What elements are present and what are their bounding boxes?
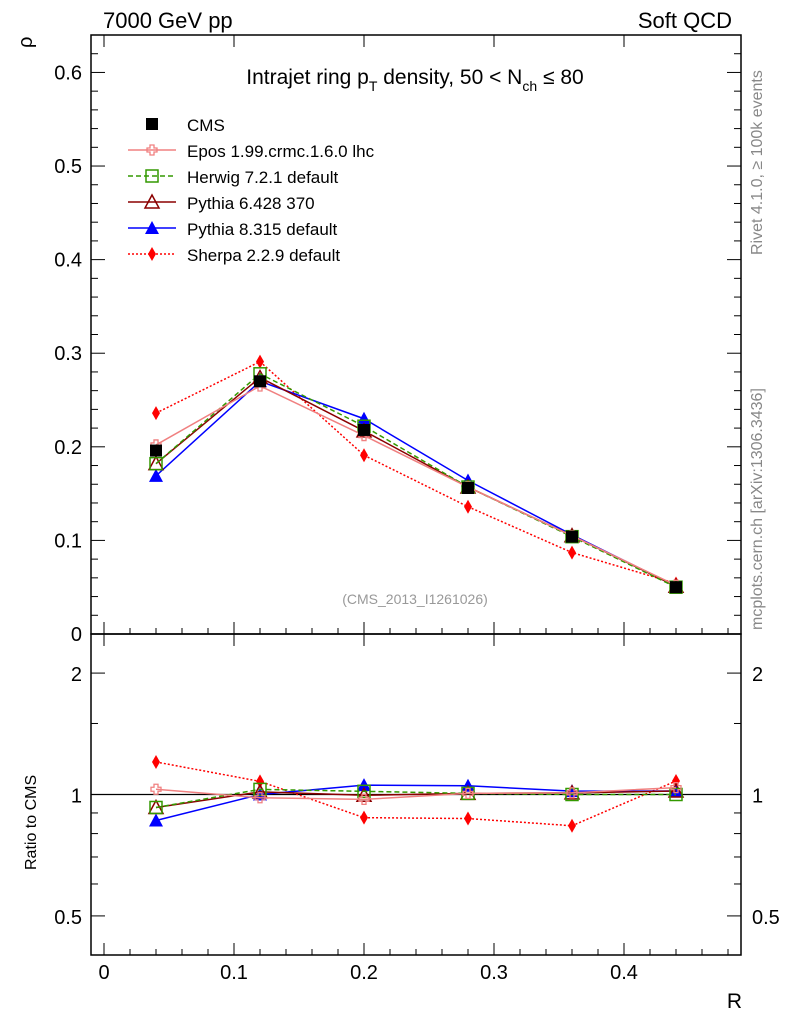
legend-marker — [143, 193, 161, 209]
series-line-main — [155, 385, 677, 587]
ratio-point — [152, 754, 160, 769]
y-tick-label: 0.5 — [54, 156, 82, 178]
chart-title: Intrajet ring pT density, 50 < Nch ≤ 80 — [246, 66, 583, 94]
legend-label: Pythia 6.428 370 — [187, 194, 315, 213]
x-tick-label: 0.2 — [350, 962, 378, 984]
ratio-y-tick-label: 1 — [71, 786, 82, 808]
ratio-point — [253, 782, 267, 797]
data-point — [149, 456, 163, 471]
data-point — [464, 499, 472, 514]
legend-label: Pythia 8.315 default — [187, 220, 338, 239]
ratio-point — [568, 818, 576, 833]
series-line-ratio — [155, 784, 677, 822]
legend-marker — [145, 169, 159, 183]
ratio-point — [149, 800, 163, 815]
y-tick-label: 0.2 — [54, 437, 82, 459]
legend-marker — [145, 221, 159, 234]
ratio-point — [669, 787, 683, 802]
data-point — [256, 354, 264, 369]
ratio-point — [150, 783, 162, 795]
ratio-point — [464, 811, 472, 826]
ratio-y-tick-label-right: 0.5 — [752, 907, 780, 929]
legend-label: Epos 1.99.crmc.1.6.0 lhc — [187, 142, 375, 161]
header-right: Soft QCD — [638, 8, 732, 33]
ratio-y-tick-label: 2 — [71, 664, 82, 686]
ratio-point — [355, 786, 373, 803]
series-line-main — [155, 380, 677, 587]
ratio-point — [149, 813, 163, 827]
series-line-ratio — [155, 761, 677, 827]
y-tick-label: 0.6 — [54, 62, 82, 84]
data-point — [360, 448, 368, 463]
ratio-point — [358, 793, 370, 806]
x-tick-label: 0 — [98, 962, 109, 984]
ratio-point — [565, 784, 579, 798]
legend-marker — [146, 118, 158, 130]
y-tick-label: 0.3 — [54, 343, 82, 365]
y-tick-label: 0 — [71, 624, 82, 646]
series-line-ratio — [155, 790, 677, 809]
x-axis-label: R — [727, 990, 742, 1013]
data-point — [357, 411, 371, 425]
ratio-point — [462, 787, 474, 800]
ratio-point — [669, 784, 683, 798]
data-point — [254, 375, 266, 388]
ratio-point — [670, 781, 682, 794]
x-tick-label: 0.4 — [610, 962, 638, 984]
data-point — [670, 581, 682, 594]
legend-marker — [146, 144, 158, 156]
ratio-point — [256, 774, 264, 789]
data-point — [462, 481, 474, 494]
x-tick-label: 0.3 — [480, 962, 508, 984]
legend-label: Herwig 7.2.1 default — [187, 168, 338, 187]
y-axis-label: ρ — [15, 37, 37, 48]
side-label-bottom: mcplots.cern.ch [arXiv:1306.3436] — [749, 388, 766, 630]
data-point — [150, 444, 162, 457]
ratio-point — [566, 787, 578, 799]
ratio-y-tick-label: 0.5 — [54, 907, 82, 929]
ratio-point — [667, 782, 685, 798]
ratio-y-axis-label: Ratio to CMS — [23, 775, 40, 870]
data-point — [149, 468, 163, 482]
data-point — [358, 423, 370, 436]
ratio-y-tick-label-right: 1 — [752, 786, 763, 808]
legend-label: CMS — [187, 116, 225, 135]
y-tick-label: 0.1 — [54, 530, 82, 552]
ratio-y-tick-label-right: 2 — [752, 664, 763, 686]
data-point — [568, 545, 576, 560]
legend-label: Sherpa 2.2.9 default — [187, 246, 340, 265]
series-line-ratio — [155, 788, 676, 809]
ratio-point — [360, 810, 368, 825]
series-line-main — [155, 372, 677, 588]
legend-marker — [148, 247, 156, 261]
series-line-main — [155, 360, 677, 585]
ratio-point — [357, 784, 371, 799]
data-point — [566, 530, 578, 543]
x-tick-label: 0.1 — [220, 962, 248, 984]
y-tick-label: 0.4 — [54, 250, 82, 272]
data-point — [152, 406, 160, 421]
ratio-point — [254, 792, 266, 804]
side-label-top: Rivet 4.1.0, ≥ 100k events — [749, 70, 766, 255]
ratio-point — [565, 787, 579, 802]
analysis-watermark: (CMS_2013_I1261026) — [342, 591, 488, 607]
series-line-ratio — [155, 786, 677, 801]
series-line-main — [155, 376, 677, 587]
header-left: 7000 GeV pp — [103, 8, 233, 33]
